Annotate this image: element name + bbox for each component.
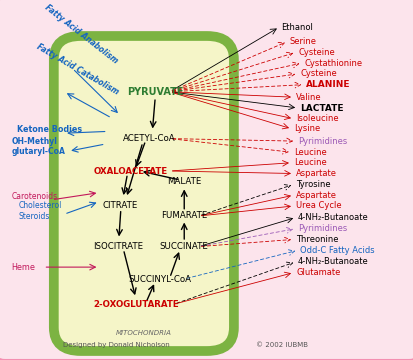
Text: PYRUVATE: PYRUVATE	[127, 87, 183, 97]
Text: Fatty Acid Catabolism: Fatty Acid Catabolism	[35, 42, 120, 96]
Text: Carotenoids: Carotenoids	[12, 192, 57, 201]
Text: Odd-C Fatty Acids: Odd-C Fatty Acids	[299, 246, 374, 255]
Text: Aspartate: Aspartate	[295, 169, 336, 178]
Text: Ethanol: Ethanol	[281, 22, 313, 31]
Text: Threonine: Threonine	[295, 235, 338, 244]
Text: OXALOACETATE: OXALOACETATE	[93, 166, 167, 175]
Text: OH-Methyl
glutaryl-CoA: OH-Methyl glutaryl-CoA	[12, 137, 65, 156]
Text: Serine: Serine	[289, 37, 316, 46]
Text: Tyrosine: Tyrosine	[295, 180, 330, 189]
Text: Ketone Bodies: Ketone Bodies	[17, 126, 81, 135]
Text: Leucine: Leucine	[293, 148, 326, 157]
Text: MITOCHONDRIA: MITOCHONDRIA	[116, 330, 171, 336]
Text: Lysine: Lysine	[293, 124, 319, 133]
Text: © 2002 IUBMB: © 2002 IUBMB	[255, 342, 307, 348]
Text: SUCCINATE: SUCCINATE	[159, 242, 208, 251]
FancyBboxPatch shape	[54, 36, 233, 351]
Text: 4-NH₂-Butanoate: 4-NH₂-Butanoate	[297, 257, 368, 266]
Text: SUCCINYL-CoA: SUCCINYL-CoA	[128, 274, 190, 284]
Text: FUMARATE: FUMARATE	[161, 211, 207, 220]
Text: Cysteine: Cysteine	[297, 48, 334, 57]
Text: ISOCITRATE: ISOCITRATE	[93, 242, 143, 251]
Text: Cysteine: Cysteine	[299, 69, 336, 78]
Text: Valine: Valine	[295, 93, 321, 102]
Text: ACETYL-CoA: ACETYL-CoA	[122, 134, 175, 143]
Text: 4-NH₂-Butanoate: 4-NH₂-Butanoate	[297, 213, 368, 222]
Text: MALATE: MALATE	[166, 177, 201, 186]
Text: Designed by Donald Nicholson: Designed by Donald Nicholson	[62, 342, 169, 348]
Text: Urea Cycle: Urea Cycle	[295, 202, 341, 210]
Text: Cystathionine: Cystathionine	[304, 58, 361, 68]
Text: Heme: Heme	[12, 263, 36, 271]
Text: CITRATE: CITRATE	[102, 201, 138, 210]
Text: Glutamate: Glutamate	[295, 268, 339, 277]
Text: Pyrimidines: Pyrimidines	[297, 224, 347, 233]
Text: LACTATE: LACTATE	[299, 104, 343, 112]
Text: Aspartate: Aspartate	[295, 191, 336, 199]
Text: Fatty Acid Anabolism: Fatty Acid Anabolism	[43, 3, 120, 65]
Text: ALANINE: ALANINE	[306, 80, 350, 89]
Text: 2-OXOGLUTARATE: 2-OXOGLUTARATE	[94, 300, 179, 309]
Text: Leucine: Leucine	[293, 158, 326, 167]
Text: Pyrimidines: Pyrimidines	[297, 136, 347, 145]
Text: Cholesterol
Steroids: Cholesterol Steroids	[19, 201, 62, 221]
Text: Isoleucine: Isoleucine	[295, 114, 338, 123]
